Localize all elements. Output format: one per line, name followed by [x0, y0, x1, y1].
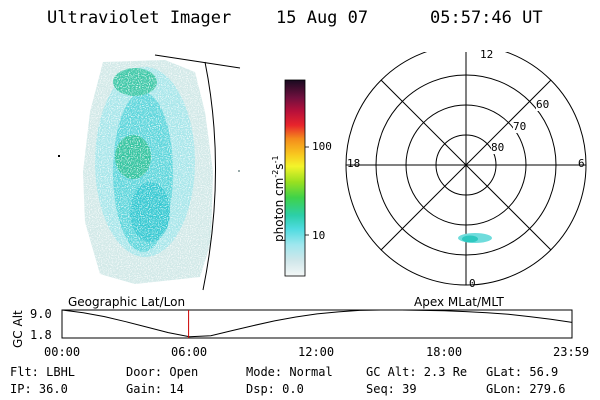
- orbit-x-tick-2: 12:00: [298, 345, 335, 359]
- mlt-label-18: 18: [347, 157, 361, 170]
- seq-status: Seq: 39: [366, 382, 417, 396]
- mlt-label-6: 6: [578, 157, 585, 170]
- orbit-altitude-line: [61, 309, 573, 338]
- orbit-x-tick-4: 23:59: [553, 345, 590, 359]
- ip-status: IP: 36.0: [10, 382, 68, 396]
- app-title: Ultraviolet Imager: [47, 8, 232, 28]
- orbit-plot: [61, 309, 573, 339]
- filter-status: Flt: LBHL: [10, 365, 76, 379]
- colorbar-unit-label: photon cm-2s-1: [271, 155, 286, 242]
- polar-plot: [345, 52, 587, 286]
- geographic-image: [58, 54, 241, 291]
- lat-label-70: 70: [513, 120, 527, 133]
- gc-alt-status: GC Alt: 2.3 Re: [366, 365, 468, 379]
- geographic-title: Geographic Lat/Lon: [68, 295, 186, 309]
- glat-status: GLat: 56.9: [486, 365, 559, 379]
- orbit-frame: [61, 309, 573, 339]
- date-label: 15 Aug 07: [276, 8, 369, 28]
- glon-status: GLon: 279.6: [486, 382, 566, 396]
- time-label: 05:57:46 UT: [430, 8, 543, 28]
- orbit-y-tick-min: 1.8: [30, 328, 52, 342]
- colorbar-tick-100: 100: [312, 140, 332, 153]
- orbit-x-tick-3: 18:00: [426, 345, 463, 359]
- gain-status: Gain: 14: [126, 382, 184, 396]
- door-status: Door: Open: [126, 365, 199, 379]
- colorbar: [284, 79, 309, 277]
- apex-title: Apex MLat/MLT: [414, 295, 504, 309]
- orbit-x-tick-1: 06:00: [171, 345, 208, 359]
- mlt-label-12: 12: [479, 48, 495, 61]
- orbit-x-tick-0: 00:00: [44, 345, 81, 359]
- dsp-status: Dsp: 0.0: [246, 382, 304, 396]
- mlt-label-0: 0: [469, 277, 476, 290]
- colorbar-tick-10: 10: [312, 229, 326, 242]
- orbit-y-tick-max: 9.0: [30, 307, 52, 321]
- colorbar-scale: [284, 79, 306, 277]
- mode-status: Mode: Normal: [246, 365, 333, 379]
- lat-label-60: 60: [536, 98, 550, 111]
- lat-label-80: 80: [491, 141, 505, 154]
